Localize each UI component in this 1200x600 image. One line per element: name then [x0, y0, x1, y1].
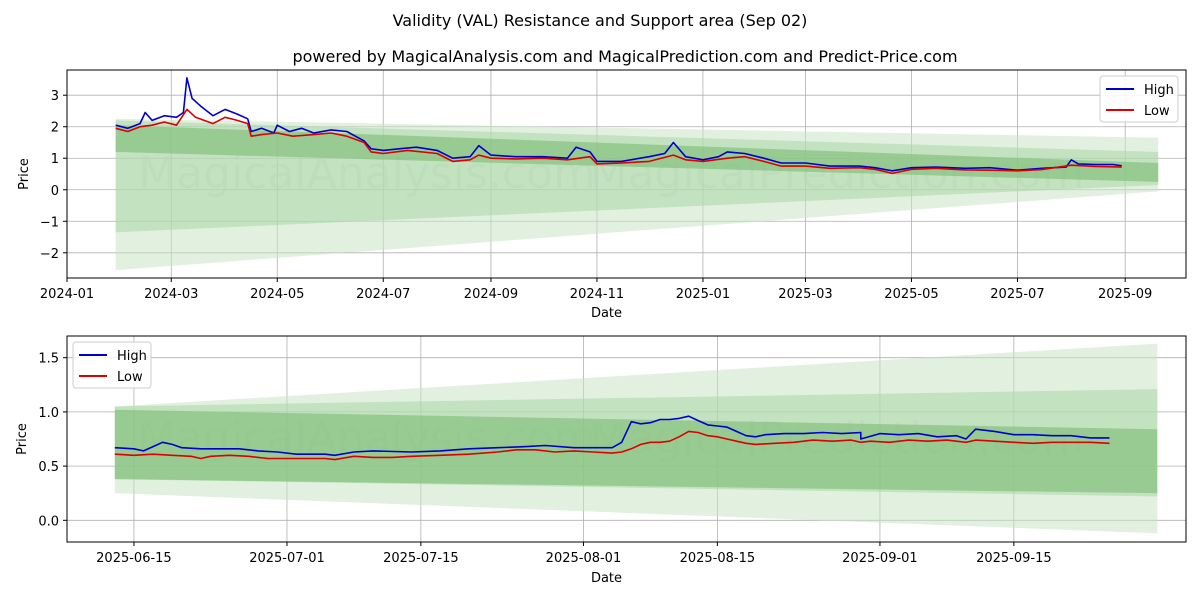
- series: [114, 415, 1110, 461]
- x-tick-label: 2025-07-15: [383, 551, 459, 566]
- y-tick-label: 0.5: [38, 460, 59, 475]
- series-line-high: [114, 415, 1110, 457]
- legend: High Low: [1099, 75, 1179, 123]
- y-ticks: 0.0 0.5 1.0 1.5: [38, 352, 67, 529]
- zoomed-panel: MagicalAnalysis.comMagicalPrediction.com…: [15, 335, 1187, 586]
- legend-label-high: High: [117, 349, 147, 364]
- legend: High Low: [72, 341, 152, 389]
- band-inner: [114, 409, 1158, 494]
- bands: [114, 343, 1158, 534]
- y-tick-label: 2: [51, 121, 59, 136]
- plot-frame: [66, 69, 1187, 279]
- x-tick-label: 2024-09: [464, 287, 518, 302]
- y-axis-label: Price: [15, 423, 30, 455]
- y-tick-label: 1.0: [38, 406, 59, 421]
- x-tick-label: 2025-07: [990, 287, 1044, 302]
- plot-frame: [66, 335, 1187, 543]
- x-tick-label: 2024-07: [356, 287, 410, 302]
- x-tick-label: 2025-08-01: [546, 551, 622, 566]
- y-ticks: −2 −1 0 1 2 3: [40, 89, 67, 262]
- x-tick-label: 2025-09-15: [976, 551, 1052, 566]
- x-tick-label: 2025-09: [1098, 287, 1152, 302]
- x-ticks: 2024-01 2024-03 2024-05 2024-07 2024-09 2024-…: [40, 278, 1152, 302]
- series-line-low: [114, 430, 1110, 461]
- y-tick-label: 3: [51, 89, 59, 104]
- y-axis-label: Price: [17, 158, 32, 190]
- legend-label-high: High: [1144, 83, 1174, 98]
- y-tick-label: −1: [40, 215, 59, 230]
- x-tick-label: 2025-09-01: [842, 551, 918, 566]
- x-tick-label: 2025-01: [676, 287, 730, 302]
- x-tick-label: 2025-08-15: [680, 551, 756, 566]
- band-inner: [115, 125, 1159, 182]
- series-line-high: [115, 77, 1122, 172]
- x-tick-label: 2025-05: [884, 287, 938, 302]
- overview-panel: MagicalAnalysis.comMagicalPrediction.com…: [17, 69, 1187, 321]
- y-tick-label: 0.0: [38, 514, 59, 529]
- series: [115, 77, 1122, 175]
- x-axis-label: Date: [591, 306, 622, 321]
- x-ticks: 2025-06-15 2025-07-01 2025-07-15 2025-08-01…: [96, 542, 1052, 566]
- x-tick-label: 2025-07-01: [249, 551, 325, 566]
- x-tick-label: 2024-03: [144, 287, 198, 302]
- y-tick-label: 1.5: [38, 352, 59, 367]
- x-axis-label: Date: [591, 571, 622, 586]
- chart-title: Validity (VAL) Resistance and Support ar…: [393, 11, 808, 30]
- x-tick-label: 2024-11: [570, 287, 624, 302]
- bands: [115, 118, 1159, 271]
- x-tick-label: 2025-06-15: [96, 551, 172, 566]
- legend-label-low: Low: [117, 370, 143, 385]
- x-tick-label: 2024-05: [250, 287, 304, 302]
- y-tick-label: 0: [51, 184, 59, 199]
- chart-subtitle: powered by MagicalAnalysis.com and Magic…: [292, 47, 957, 66]
- y-tick-label: −2: [40, 247, 59, 262]
- y-tick-label: 1: [51, 152, 59, 167]
- legend-label-low: Low: [1144, 104, 1170, 119]
- x-tick-label: 2025-03: [778, 287, 832, 302]
- x-tick-label: 2024-01: [40, 287, 94, 302]
- series-line-low: [115, 108, 1122, 175]
